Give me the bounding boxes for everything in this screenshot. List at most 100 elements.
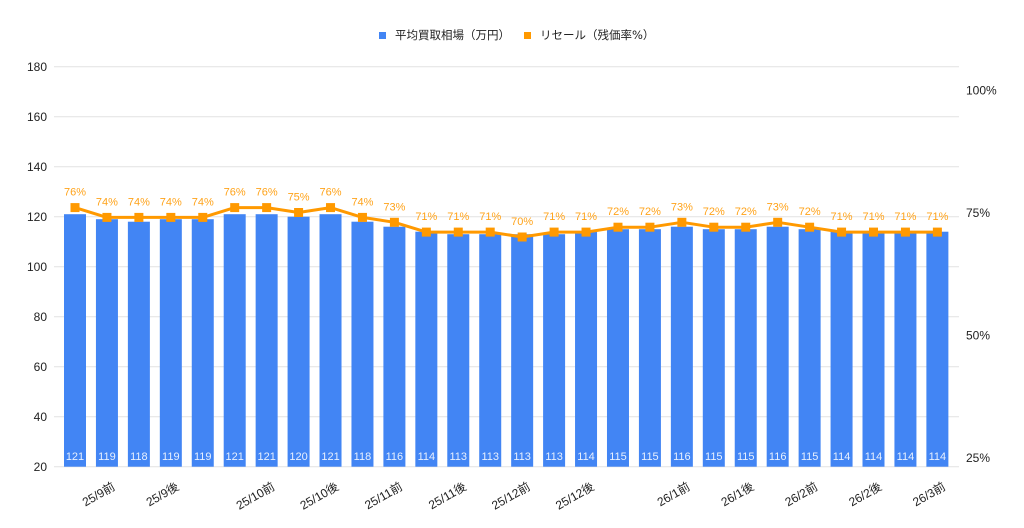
- line-marker-square[interactable]: [900, 227, 910, 237]
- bar[interactable]: [64, 214, 86, 467]
- line-marker-square[interactable]: [677, 217, 687, 227]
- line-value-label: 71%: [447, 211, 469, 223]
- line-value-label: 72%: [735, 206, 757, 218]
- x-axis-category-label: 25/10後: [298, 479, 341, 512]
- bar-value-label: 116: [673, 451, 691, 463]
- line-marker-square[interactable]: [134, 212, 144, 222]
- line-marker-square[interactable]: [357, 212, 367, 222]
- bar[interactable]: [511, 234, 534, 467]
- line-marker-square[interactable]: [485, 227, 495, 237]
- bar-value-label: 115: [641, 451, 659, 463]
- left-axis-tick-label: 140: [27, 160, 47, 174]
- bar[interactable]: [830, 231, 853, 467]
- x-axis-category-label: 25/12前: [489, 479, 533, 513]
- bar-value-label: 116: [769, 451, 787, 463]
- bar[interactable]: [255, 214, 278, 467]
- bar[interactable]: [287, 216, 310, 467]
- bar[interactable]: [351, 221, 374, 467]
- bar-value-label: 121: [66, 451, 84, 463]
- line-value-label: 73%: [671, 201, 693, 213]
- bar[interactable]: [606, 229, 629, 467]
- bar[interactable]: [670, 226, 693, 467]
- legend-square-icon: [524, 31, 531, 39]
- right-axis: 25% 50% 75% 100%: [966, 84, 997, 466]
- line-marker-square[interactable]: [198, 212, 208, 222]
- line-value-label: 73%: [383, 201, 405, 213]
- bar-value-label: 121: [226, 451, 244, 463]
- line-marker-square[interactable]: [645, 222, 655, 232]
- line-marker-square[interactable]: [709, 222, 719, 232]
- bar[interactable]: [415, 231, 438, 467]
- line-value-label: 71%: [543, 211, 565, 223]
- bar[interactable]: [543, 234, 566, 467]
- line-marker-square[interactable]: [773, 217, 783, 227]
- legend-item-avg-price[interactable]: 平均買取相場（万円）: [379, 27, 510, 43]
- x-axis-category-label: 25/10前: [233, 479, 277, 513]
- line-value-label: 74%: [160, 196, 182, 208]
- x-axis: 25/9前 25/9後 25/10前 25/10後 25/11前 25/11後 25/12前…: [79, 479, 948, 513]
- line-marker-square[interactable]: [453, 227, 463, 237]
- line-value-label: 71%: [831, 211, 853, 223]
- line-marker-square[interactable]: [102, 212, 112, 222]
- bar-value-label: 120: [289, 451, 307, 463]
- line-marker-square[interactable]: [741, 222, 751, 232]
- bar[interactable]: [894, 231, 917, 467]
- line-marker-square[interactable]: [421, 227, 431, 237]
- bar[interactable]: [638, 229, 661, 467]
- bar-value-label: 119: [162, 451, 180, 463]
- bar[interactable]: [95, 219, 118, 467]
- bar-value-label: 121: [321, 451, 339, 463]
- line-marker-square[interactable]: [613, 222, 623, 232]
- x-axis-category-label: 25/9前: [79, 479, 117, 510]
- line-value-label: 72%: [799, 206, 821, 218]
- line-marker-square[interactable]: [70, 203, 80, 213]
- bar[interactable]: [319, 214, 342, 467]
- line-value-label: 74%: [128, 196, 150, 208]
- bar[interactable]: [798, 229, 821, 467]
- bar-value-label: 114: [418, 451, 436, 463]
- x-axis-category-label: 26/2後: [846, 479, 884, 509]
- line-marker-square[interactable]: [517, 232, 527, 242]
- line-marker-square[interactable]: [837, 227, 847, 237]
- bar[interactable]: [702, 229, 725, 467]
- bar[interactable]: [766, 226, 789, 467]
- line-marker-square[interactable]: [294, 208, 304, 217]
- bar-value-label: 115: [801, 451, 819, 463]
- left-axis-tick-label: 20: [34, 460, 48, 474]
- line-marker-square[interactable]: [805, 222, 815, 232]
- bar[interactable]: [159, 219, 182, 467]
- bar-value-label: 116: [386, 451, 404, 463]
- left-axis-tick-label: 160: [27, 110, 47, 124]
- line-marker-square[interactable]: [869, 227, 878, 237]
- bar[interactable]: [223, 214, 246, 467]
- x-axis-category-label: 26/3前: [910, 479, 948, 510]
- legend-label: リセール（残価率%）: [540, 28, 655, 42]
- line-value-label: 74%: [351, 196, 373, 208]
- bar[interactable]: [479, 234, 502, 467]
- bar[interactable]: [383, 226, 406, 467]
- bar-value-label: 118: [354, 451, 372, 463]
- bar[interactable]: [447, 234, 470, 467]
- line-marker-square[interactable]: [166, 212, 176, 222]
- line-marker-square[interactable]: [581, 227, 591, 237]
- bar-value-label: 113: [450, 451, 468, 463]
- bar[interactable]: [575, 231, 598, 467]
- line-marker-square[interactable]: [262, 203, 272, 213]
- line-value-label: 71%: [862, 211, 884, 223]
- bar[interactable]: [734, 229, 757, 467]
- bar-value-label: 114: [897, 451, 915, 463]
- line-marker-square[interactable]: [230, 203, 240, 213]
- line-marker-square[interactable]: [326, 203, 336, 213]
- line-marker-square[interactable]: [389, 217, 399, 227]
- legend-item-resale-rate[interactable]: リセール（残価率%）: [524, 27, 654, 43]
- bar[interactable]: [191, 219, 214, 467]
- line-marker-square[interactable]: [932, 227, 942, 237]
- line-marker-square[interactable]: [549, 227, 559, 237]
- line-value-label: 71%: [894, 211, 916, 223]
- bar[interactable]: [127, 221, 150, 467]
- bar-value-label: 119: [98, 451, 116, 463]
- bar[interactable]: [926, 231, 949, 467]
- line-value-label: 74%: [96, 196, 118, 208]
- bar[interactable]: [862, 231, 885, 467]
- line-value-label: 71%: [415, 211, 437, 223]
